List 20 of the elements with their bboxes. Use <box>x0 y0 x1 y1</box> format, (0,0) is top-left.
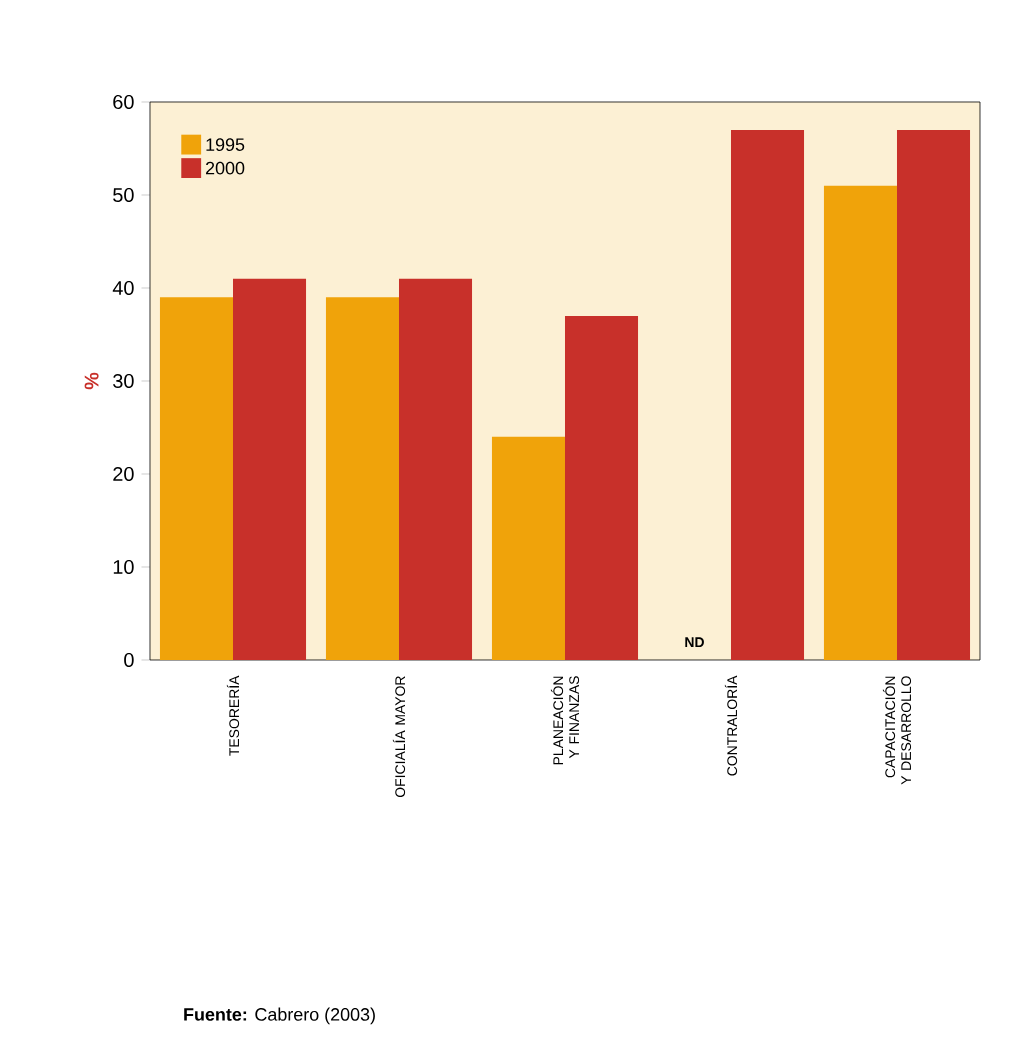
bar <box>491 436 565 660</box>
text: Fuente: Cabrero (2003) <box>184 1007 375 1025</box>
y-tick-label: 10 <box>113 559 134 575</box>
bar <box>564 315 639 660</box>
y-tick-label: 0 <box>124 652 134 668</box>
y-tick-label: 20 <box>113 466 134 482</box>
y-tick-label: 60 <box>113 94 134 110</box>
bar <box>730 129 805 660</box>
legend-label: 1995 <box>206 138 245 151</box>
y-axis-title: % <box>84 372 99 390</box>
y-tick-label: 30 <box>113 373 134 389</box>
bar <box>159 297 233 660</box>
bar <box>325 297 399 660</box>
y-tick-label: 40 <box>112 280 134 296</box>
bar <box>399 278 473 660</box>
y-tick-label: 50 <box>113 187 134 203</box>
legend-label: 2000 <box>206 161 245 175</box>
bar <box>823 185 897 660</box>
bar <box>896 129 971 660</box>
bar <box>233 278 307 660</box>
